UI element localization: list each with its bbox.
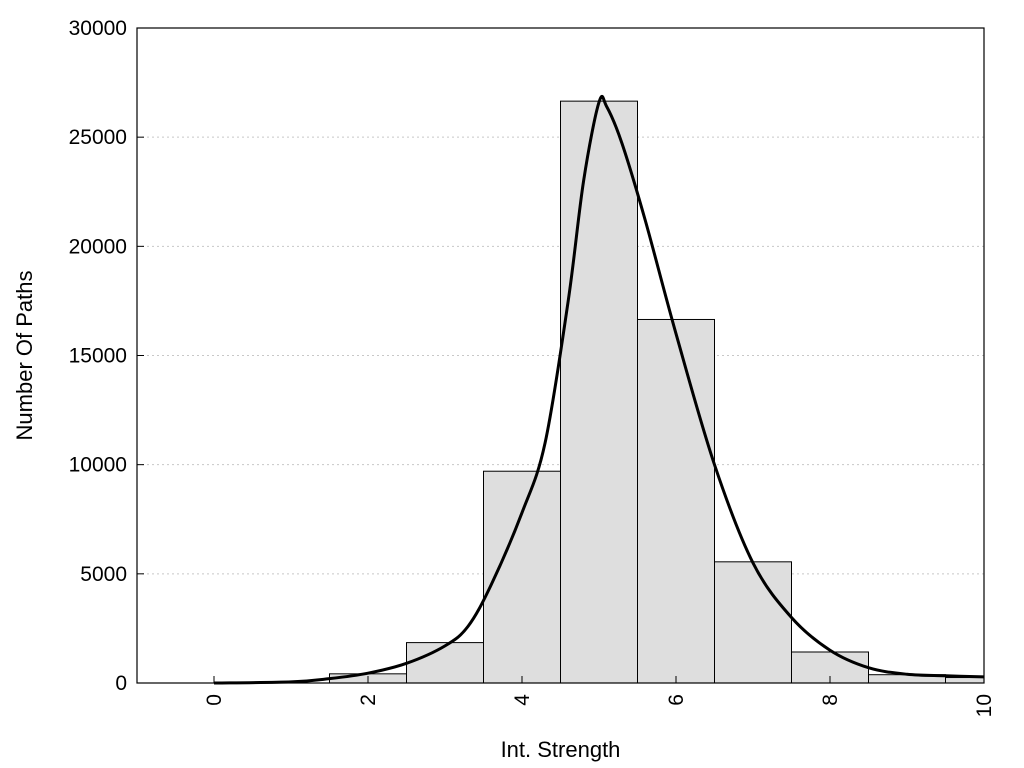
- fit-curve-layer: [213, 94, 985, 685]
- x-axis-title: Int. Strength: [501, 737, 621, 762]
- histogram-bar: [406, 642, 484, 684]
- grid-lines: [137, 136, 984, 575]
- x-tick-label: 0: [203, 694, 226, 706]
- x-axis-ticks: 0 2 4 6 8 10: [203, 676, 996, 717]
- histogram-bar: [714, 561, 792, 684]
- x-tick-label: 6: [665, 694, 688, 706]
- x-tick-label: 8: [819, 694, 842, 706]
- histogram-bar: [945, 677, 985, 684]
- x-tick-label: 10: [973, 694, 996, 717]
- x-tick-label: 2: [357, 694, 380, 706]
- y-tick-label: 0: [115, 672, 127, 695]
- y-tick-label: 5000: [80, 563, 127, 586]
- y-axis-title: Number Of Paths: [12, 271, 37, 441]
- fit-curve: [213, 94, 985, 685]
- histogram-bar: [637, 318, 715, 684]
- x-tick-label: 4: [511, 694, 534, 706]
- histogram-bars: [329, 100, 985, 684]
- histogram-bar: [560, 100, 638, 684]
- y-tick-label: 25000: [69, 126, 127, 149]
- y-tick-label: 10000: [69, 454, 127, 477]
- y-axis-ticks: 0 5000 10000 15000 20000 25000 30000: [69, 17, 144, 695]
- y-tick-label: 30000: [69, 17, 127, 40]
- y-tick-label: 20000: [69, 235, 127, 258]
- y-tick-label: 15000: [69, 345, 127, 368]
